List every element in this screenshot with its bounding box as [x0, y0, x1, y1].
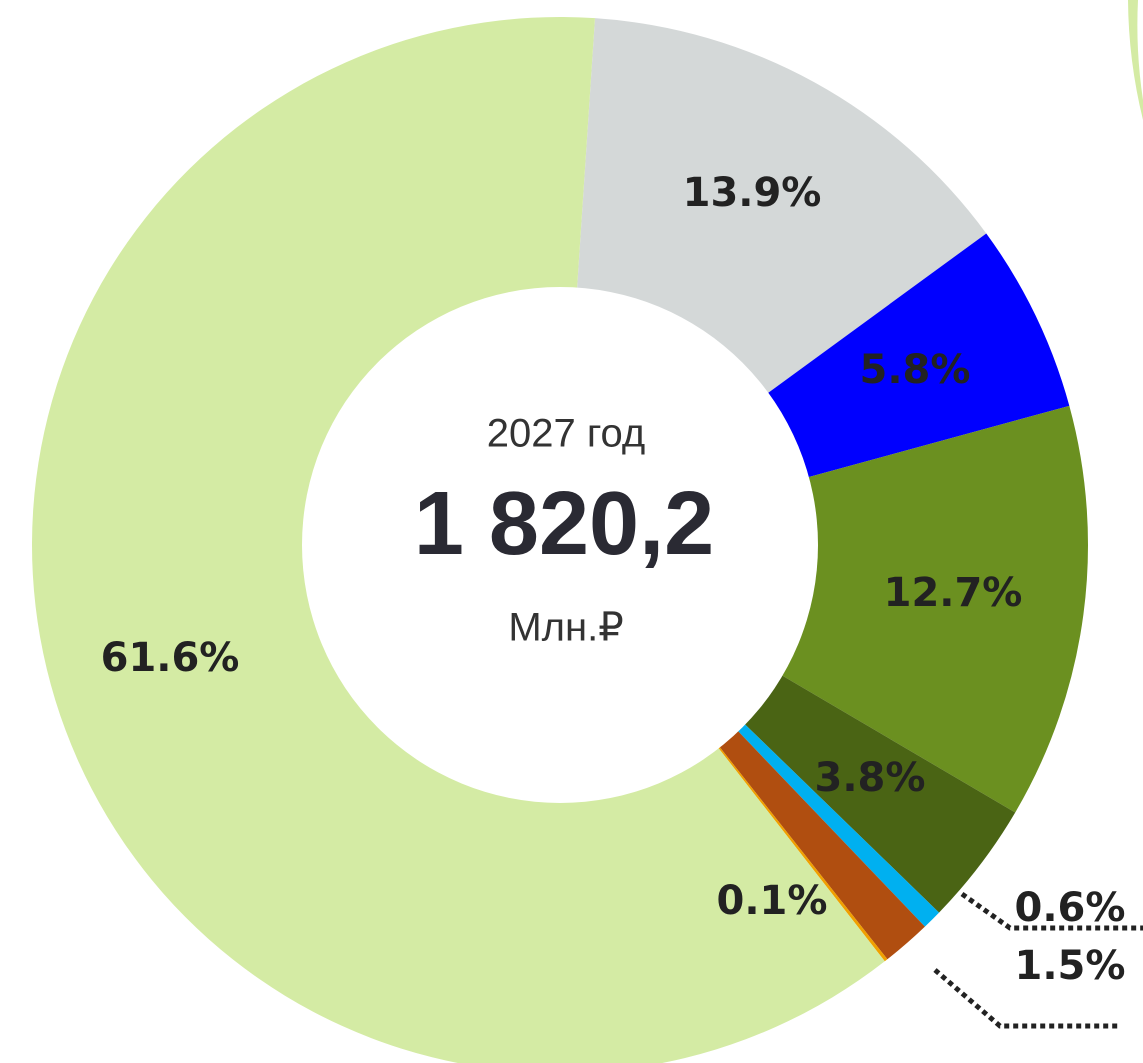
value-label: 61.6% — [101, 635, 240, 681]
value-label: 12.7% — [884, 570, 1023, 616]
slice — [576, 18, 987, 398]
value-label: 13.9% — [683, 170, 822, 216]
slice — [715, 725, 925, 960]
value-label: 3.8% — [815, 755, 926, 801]
total: 1 820,2 — [414, 474, 714, 574]
slice — [739, 671, 1016, 913]
slices — [32, 17, 1089, 1063]
slice — [32, 17, 885, 1063]
period: 2027 год — [487, 412, 646, 456]
slice — [732, 719, 940, 927]
slice — [713, 741, 888, 962]
decor-arc — [1128, 0, 1143, 120]
slice — [775, 405, 1089, 813]
value-label: 0.6% — [1015, 885, 1126, 931]
unit: Млн.₽ — [508, 606, 623, 650]
slice — [761, 233, 1070, 480]
value-label: 5.8% — [860, 347, 971, 393]
value-label: 0.1% — [717, 878, 828, 924]
leader-line — [933, 968, 1120, 1029]
donut-hole — [302, 287, 818, 803]
leader-line — [960, 891, 1143, 931]
value-label: 1.5% — [1015, 943, 1126, 989]
